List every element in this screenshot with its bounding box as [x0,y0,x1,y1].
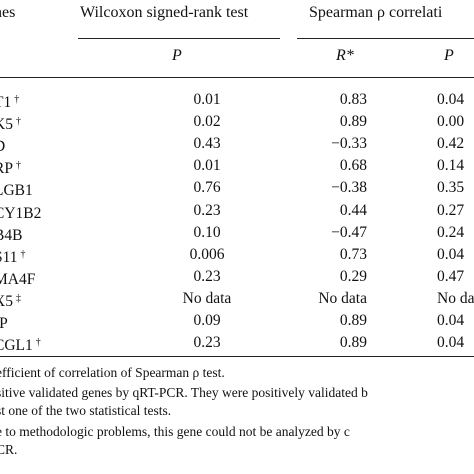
header-spearman: Spearman ρ correlati [309,4,443,21]
spearman-p-value: 0.00 [437,113,465,131]
footnote-mark: † [35,337,41,349]
gene-name: S11† [0,248,26,266]
header-genes: nes [0,4,16,21]
footnote-4: e to methodologic problems, this gene co… [0,424,350,439]
spearman-p-value: No da [437,289,474,307]
gene-name: RP† [0,160,21,178]
table-row: RP† 0.01 0.68 0.14 [0,155,474,177]
header-wilcoxon: Wilcoxon signed-rank test [80,4,249,21]
subheader-p: P [172,47,182,64]
table-row: CGL1† 0.23 0.89 0.04 [0,332,474,354]
gene-name: D [0,133,8,158]
table-row: K5† 0.02 0.89 0.00 [0,111,474,133]
spearman-r-value: −0.38 [331,179,367,197]
spearman-p-value: 0.14 [437,157,465,175]
wilcoxon-p-value: 0.006 [189,245,225,263]
footnote-5: CR. [0,442,18,457]
wilcoxon-p-value: 0.09 [193,312,221,329]
footnote-mark: ‡ [15,292,21,304]
gene-name: T1† [0,94,20,111]
subheader-p2: P [444,47,454,64]
wilcoxon-p-value: 0.23 [193,334,221,352]
gene-name: MA4F [0,270,36,288]
wilcoxon-p-value: 0.02 [193,113,221,131]
table-row: D 0.43 −0.33 0.42 [0,133,474,155]
spearman-p-value: 0.04 [437,312,465,329]
rule-wilcoxon [78,38,280,39]
gene-name: B4B [0,226,23,244]
wilcoxon-p-value: 0.76 [193,179,221,197]
spearman-r-value: 0.68 [339,157,367,175]
spearman-r-value: 0.89 [339,312,367,329]
spearman-p-value: 0.42 [437,135,465,153]
spearman-p-value: 0.35 [437,179,465,197]
table-row: T1† 0.01 0.83 0.04 [0,89,474,111]
wilcoxon-p-value: 0.23 [193,267,221,285]
spearman-r-value: −0.47 [331,223,367,241]
spearman-p-value: 0.47 [437,267,465,285]
spearman-r-value: 0.44 [339,201,367,219]
wilcoxon-p-value: 0.23 [193,201,221,219]
rule-table-bottom [0,356,474,357]
spearman-r-value: No data [318,289,367,307]
spearman-p-value: 0.04 [437,91,465,108]
gene-name: CGL1† [0,337,41,355]
spearman-r-value: 0.73 [339,245,367,263]
spearman-r-value: 0.29 [339,267,367,285]
table-row: MA4F 0.23 0.29 0.47 [0,266,474,288]
gene-name: IP [0,315,8,332]
footnote-mark: † [15,160,21,172]
footnote-mark: † [15,116,21,128]
table-row: B4B 0.10 −0.47 0.24 [0,222,474,244]
table-row: LGB1 0.76 −0.38 0.35 [0,177,474,199]
wilcoxon-p-value: 0.10 [193,223,221,241]
gene-name: LGB1 [0,182,33,200]
wilcoxon-p-value: No data [182,289,232,307]
spearman-r-value: 0.83 [339,91,367,108]
gene-name: CY1B2 [0,204,42,222]
footnote-3: st one of the two statistical tests. [0,403,172,418]
table-row: X5‡ No data No data No da [0,288,474,310]
table-row: S11† 0.006 0.73 0.04 [0,244,474,266]
spearman-p-value: 0.04 [437,334,465,352]
spearman-p-value: 0.04 [437,245,465,263]
spearman-p-value: 0.24 [437,223,465,241]
table-row: CY1B2 0.23 0.44 0.27 [0,200,474,222]
rule-header-bottom [0,77,474,78]
gene-name: X5‡ [0,292,21,310]
footnote-mark: † [20,248,26,260]
footnote-mark: † [14,94,20,105]
gene-name: K5† [0,116,21,134]
table-row: IP 0.09 0.89 0.04 [0,310,474,332]
wilcoxon-p-value: 0.01 [193,91,221,108]
spearman-r-value: 0.89 [339,334,367,352]
wilcoxon-p-value: 0.01 [193,157,221,175]
spearman-r-value: 0.89 [339,113,367,131]
footnote-1: efficient of correlation of Spearman ρ t… [0,365,225,380]
spearman-p-value: 0.27 [437,201,465,219]
subheader-r: R* [336,47,354,64]
rule-spearman [297,38,474,39]
spearman-r-value: −0.33 [331,135,367,153]
wilcoxon-p-value: 0.43 [193,135,221,153]
footnote-2: sitive validated genes by qRT-PCR. They … [0,385,368,400]
